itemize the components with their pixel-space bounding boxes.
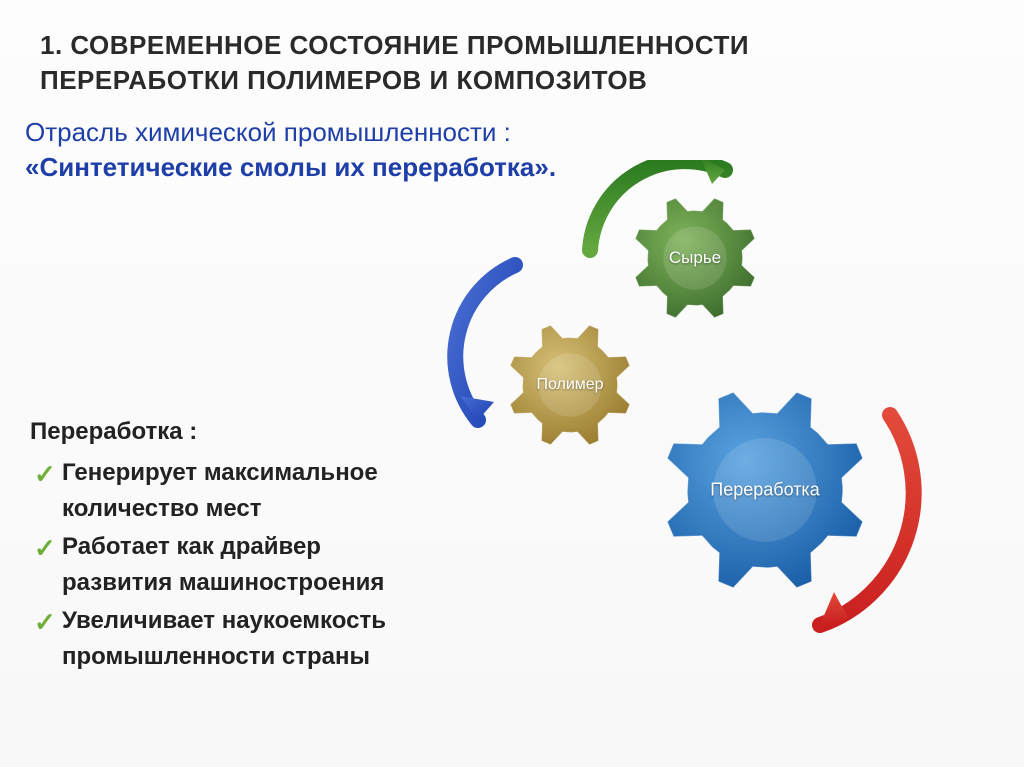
slide-title: 1. СОВРЕМЕННОЕ СОСТОЯНИЕ ПРОМЫШЛЕННОСТИ … (40, 28, 749, 98)
diagram-svg (400, 160, 1000, 680)
list-item: Генерирует максимальное количество мест (30, 455, 410, 527)
list-header: Переработка : (30, 418, 197, 446)
gear-polymer-label: Полимер (536, 376, 603, 394)
bullet-text: Генерирует максимальное количество мест (62, 459, 378, 522)
bullet-text: Увеличивает наукоемкость промышленности … (62, 607, 386, 670)
gear-raw-label: Сырье (669, 248, 721, 268)
subtitle-line1: Отрасль химической промышленности : (25, 117, 511, 147)
list-item: Работает как драйвер развития машиностро… (30, 529, 410, 601)
bullet-list: Генерирует максимальное количество мест … (30, 455, 410, 677)
gear-diagram: Сырье Полимер Переработка (400, 160, 1000, 680)
title-line2: ПЕРЕРАБОТКИ ПОЛИМЕРОВ И КОМПОЗИТОВ (40, 65, 647, 95)
gear-processing-label: Переработка (710, 480, 819, 501)
list-item: Увеличивает наукоемкость промышленности … (30, 603, 410, 675)
title-line1: 1. СОВРЕМЕННОЕ СОСТОЯНИЕ ПРОМЫШЛЕННОСТИ (40, 30, 749, 60)
bullet-text: Работает как драйвер развития машиностро… (62, 533, 384, 596)
